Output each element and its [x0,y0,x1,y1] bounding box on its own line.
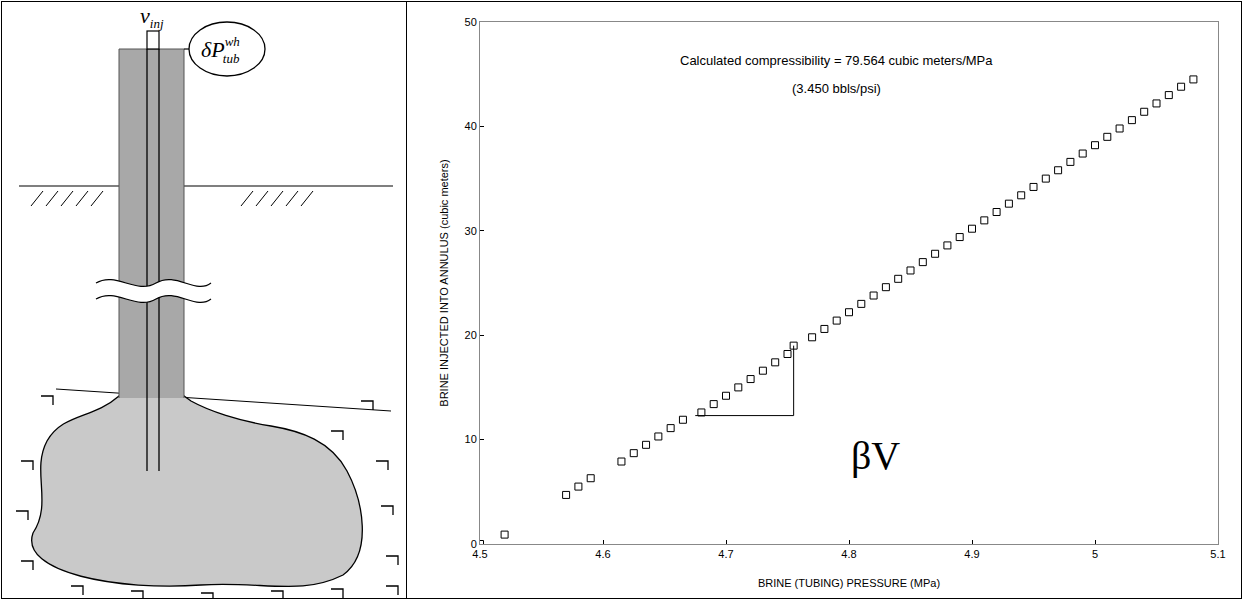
svg-text:(3.450 bbls/psi): (3.450 bbls/psi) [792,81,881,96]
svg-text:BRINE INJECTED INTO ANNULUS (c: BRINE INJECTED INTO ANNULUS (cubic meter… [438,159,450,406]
svg-text:5.1: 5.1 [1210,548,1225,560]
svg-text:βV: βV [851,433,900,478]
svg-text:4.5: 4.5 [472,548,487,560]
svg-text:30: 30 [465,225,477,237]
svg-text:Calculated compressibility = 7: Calculated compressibility = 79.564 cubi… [680,53,993,68]
svg-text:4.6: 4.6 [595,548,610,560]
svg-text:4.8: 4.8 [841,548,856,560]
svg-text:4.9: 4.9 [964,548,979,560]
svg-text:BRINE (TUBING) PRESSURE (MPa): BRINE (TUBING) PRESSURE (MPa) [758,577,940,589]
svg-text:40: 40 [465,120,477,132]
svg-text:20: 20 [465,329,477,341]
svg-text:50: 50 [465,16,477,28]
svg-text:4.7: 4.7 [718,548,733,560]
svg-text:vinj: vinj [140,3,164,31]
svg-text:10: 10 [465,433,477,445]
svg-text:0: 0 [471,538,477,550]
svg-text:δPwhtub: δPwhtub [201,34,240,66]
svg-text:5: 5 [1092,548,1098,560]
